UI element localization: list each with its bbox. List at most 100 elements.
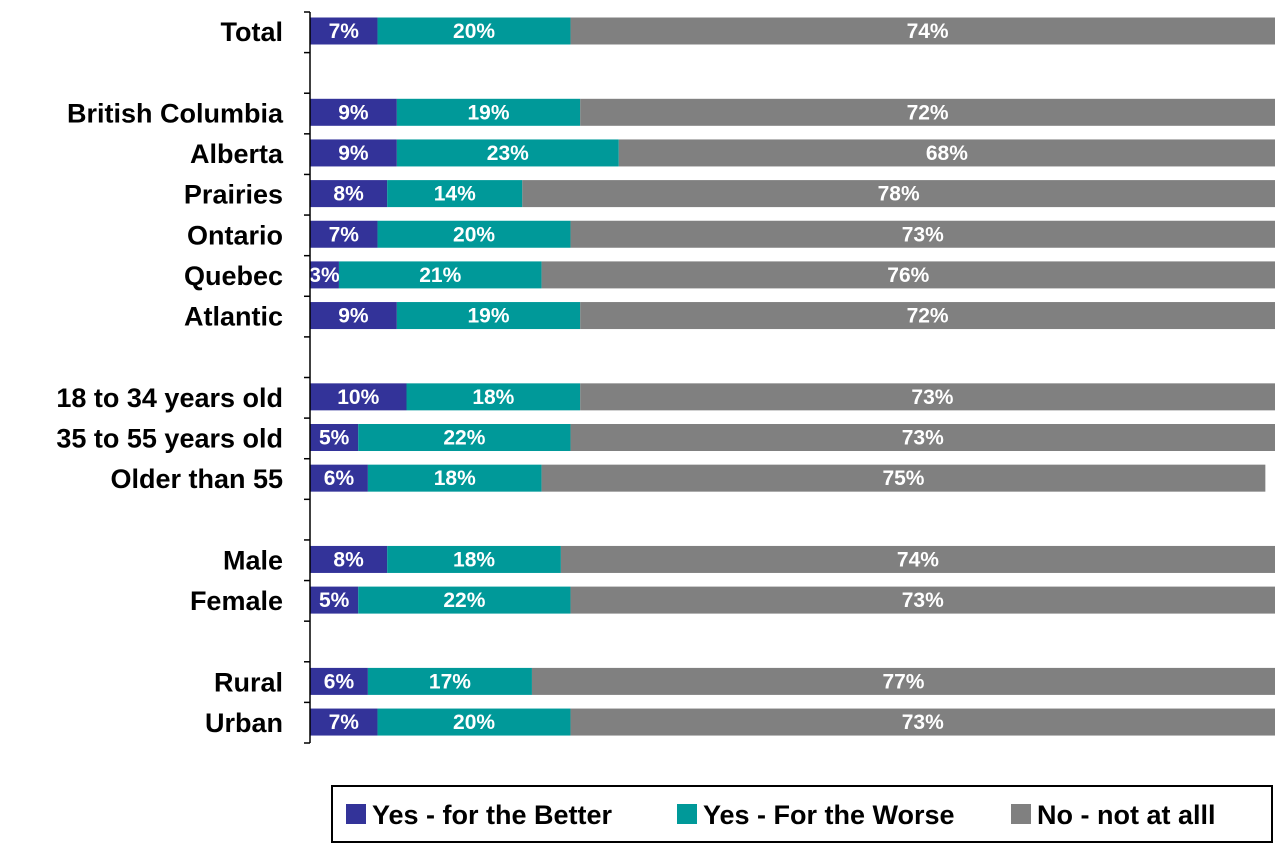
data-label: 9% bbox=[338, 101, 369, 124]
bar-segment bbox=[387, 180, 523, 208]
bar-segment bbox=[570, 708, 1275, 736]
bar-segment bbox=[618, 139, 1275, 167]
legend-label: Yes - For the Worse bbox=[703, 800, 955, 830]
bar-segment bbox=[310, 139, 397, 167]
bar-segment bbox=[310, 586, 359, 614]
bar-segment bbox=[338, 261, 542, 289]
category-label: Male bbox=[223, 545, 283, 575]
data-label: 20% bbox=[453, 711, 495, 734]
bar-segment bbox=[560, 545, 1275, 573]
data-label: 3% bbox=[309, 264, 340, 287]
y-axis bbox=[304, 11, 311, 744]
data-label: 72% bbox=[907, 305, 949, 328]
data-label: 19% bbox=[468, 101, 510, 124]
bar-segment bbox=[396, 98, 581, 126]
bar-segment bbox=[310, 545, 388, 573]
data-label: 20% bbox=[453, 223, 495, 246]
category-label: Atlantic bbox=[184, 302, 283, 332]
category-labels: Total British Columbia Alberta Prairies Onta… bbox=[56, 17, 284, 738]
category-label: Alberta bbox=[190, 139, 284, 169]
data-label: 76% bbox=[887, 264, 929, 287]
bar-segment bbox=[570, 424, 1275, 451]
category-label: 35 to 55 years old bbox=[56, 424, 283, 454]
data-label: 78% bbox=[878, 183, 920, 206]
data-label: 73% bbox=[902, 589, 944, 612]
data-label: 9% bbox=[338, 142, 369, 165]
bar-segment bbox=[377, 708, 571, 736]
data-label: 18% bbox=[472, 386, 514, 409]
bar-segment bbox=[358, 424, 571, 451]
data-label: 8% bbox=[333, 183, 364, 206]
category-label: British Columbia bbox=[67, 98, 284, 128]
category-label: Rural bbox=[214, 667, 283, 697]
data-label: 23% bbox=[487, 142, 529, 165]
data-label: 17% bbox=[429, 670, 471, 693]
category-label: Older than 55 bbox=[110, 464, 283, 494]
bar-segment bbox=[580, 98, 1275, 126]
data-label: 73% bbox=[902, 427, 944, 450]
category-label: 18 to 34 years old bbox=[56, 383, 283, 413]
data-label: 74% bbox=[907, 20, 949, 43]
data-label: 18% bbox=[453, 548, 495, 571]
legend: Yes - for the Better Yes - For the Worse N… bbox=[331, 785, 1273, 843]
data-label: 22% bbox=[443, 427, 485, 450]
data-label: 74% bbox=[897, 548, 939, 571]
data-label: 22% bbox=[443, 589, 485, 612]
bar-segment bbox=[310, 708, 378, 736]
bar-segment bbox=[580, 302, 1275, 330]
data-label: 19% bbox=[468, 305, 510, 328]
data-label: 75% bbox=[882, 467, 924, 490]
bar-segment bbox=[396, 139, 619, 167]
bar-segment bbox=[358, 586, 571, 614]
bar-segment bbox=[310, 261, 339, 289]
category-label: Ontario bbox=[187, 220, 283, 250]
bar-segment bbox=[522, 180, 1275, 208]
bar-segment bbox=[367, 667, 532, 695]
bar-segment bbox=[570, 17, 1275, 45]
data-label: 77% bbox=[882, 670, 924, 693]
category-label: Total bbox=[221, 17, 284, 47]
legend-label: No - not at alll bbox=[1037, 800, 1216, 830]
bar-segment bbox=[310, 180, 388, 208]
legend-swatch bbox=[346, 804, 366, 824]
bar-segment bbox=[541, 464, 1266, 492]
data-label: 18% bbox=[434, 467, 476, 490]
data-label: 7% bbox=[329, 223, 360, 246]
legend-frame bbox=[331, 785, 1273, 843]
bars-layer: 7% 20% 74% 9% 19% 72% 9% 23% 68% 8% 14% 78% 7% 20% 73%… bbox=[309, 17, 1275, 736]
bar-segment bbox=[310, 220, 378, 248]
data-label: 6% bbox=[324, 467, 355, 490]
category-label: Prairies bbox=[184, 180, 283, 210]
data-label: 7% bbox=[329, 20, 360, 43]
bar-segment bbox=[541, 261, 1275, 289]
data-label: 73% bbox=[902, 223, 944, 246]
bar-segment bbox=[531, 667, 1275, 695]
data-label: 6% bbox=[324, 670, 355, 693]
bar-segment bbox=[377, 17, 571, 45]
bar-segment bbox=[310, 98, 397, 126]
data-label: 9% bbox=[338, 305, 369, 328]
legend-swatch bbox=[1011, 804, 1031, 824]
data-label: 7% bbox=[329, 711, 360, 734]
bar-segment bbox=[406, 383, 581, 411]
category-label: Female bbox=[190, 586, 283, 616]
legend-label: Yes - for the Better bbox=[372, 800, 613, 830]
bar-segment bbox=[310, 17, 378, 45]
bar-segment bbox=[580, 383, 1275, 411]
bar-segment bbox=[387, 545, 561, 573]
legend-swatch bbox=[677, 804, 697, 824]
data-label: 14% bbox=[434, 183, 476, 206]
data-label: 10% bbox=[337, 386, 379, 409]
bar-segment bbox=[310, 424, 359, 451]
data-label: 73% bbox=[911, 386, 953, 409]
bar-segment bbox=[310, 383, 407, 411]
data-label: 72% bbox=[907, 101, 949, 124]
data-label: 68% bbox=[926, 142, 968, 165]
data-label: 5% bbox=[319, 427, 350, 450]
data-label: 20% bbox=[453, 20, 495, 43]
bar-segment bbox=[570, 586, 1275, 614]
data-label: 5% bbox=[319, 589, 350, 612]
bar-segment bbox=[310, 667, 368, 695]
category-label: Quebec bbox=[184, 261, 283, 291]
